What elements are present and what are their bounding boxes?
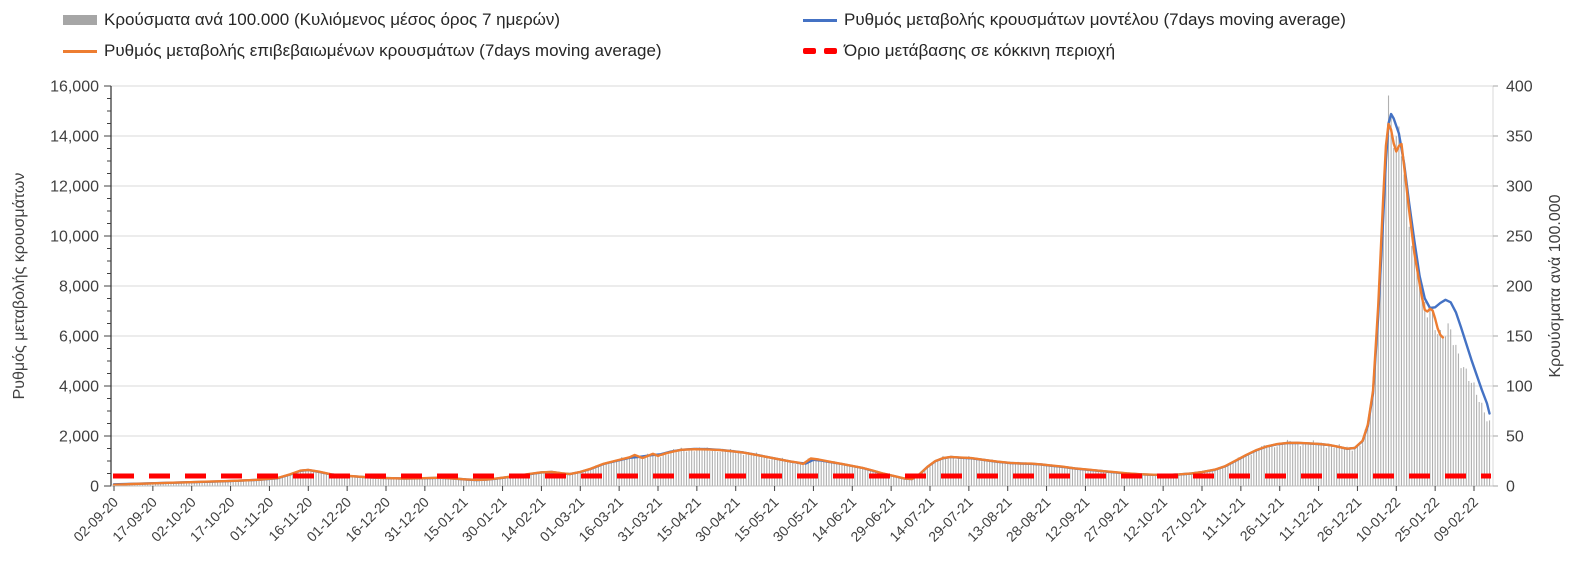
- right-axis-tick-label: 100: [1506, 379, 1533, 396]
- right-axis-tick-label: 150: [1506, 329, 1533, 346]
- left-axis-title: Ρυθμός μεταβολής κρουσμάτων: [11, 173, 28, 400]
- right-axis-tick-label: 250: [1506, 229, 1533, 246]
- right-axis-title: Κρουύσματα ανά 100.000: [1547, 194, 1564, 377]
- gridlines: [111, 85, 1494, 487]
- left-axis-tick-label: 12,000: [50, 179, 99, 196]
- left-axis-tick-label: 2,000: [59, 429, 99, 446]
- legend-item-cases-bars: Κρούσματα ανά 100.000 (Κυλιόμενος μέσος …: [63, 8, 560, 32]
- left-axis-tick-label: 16,000: [50, 79, 99, 96]
- legend-label: Ρυθμός μεταβολής επιβεβαιωμένων κρουσμάτ…: [104, 41, 662, 60]
- gray-bar-swatch-icon: [63, 15, 97, 25]
- blue-line-swatch-icon: [803, 18, 837, 22]
- legend-label: Όριο μετάβασης σε κόκκινη περιοχή: [844, 41, 1116, 60]
- legend-item-red-threshold: Όριο μετάβασης σε κόκκινη περιοχή: [803, 39, 1115, 63]
- left-axis-tick-label: 10,000: [50, 229, 99, 246]
- left-axis-tick-label: 8,000: [59, 279, 99, 296]
- model-line-path: [112, 112, 1491, 486]
- line-series: [112, 112, 1491, 486]
- legend-label: Κρούσματα ανά 100.000 (Κυλιόμενος μέσος …: [104, 10, 561, 29]
- chart-legend: Κρούσματα ανά 100.000 (Κυλιόμενος μέσος …: [0, 4, 1578, 66]
- legend-item-model-line: Ρυθμός μεταβολής κρουσμάτων μοντέλου (7d…: [803, 8, 1346, 32]
- cases-bars-series: [113, 95, 1491, 486]
- right-axis-tick-label: 50: [1506, 429, 1524, 446]
- right-axis-tick-label: 200: [1506, 279, 1533, 296]
- confirmed-line-path: [112, 122, 1445, 486]
- right-axis-tick-label: 300: [1506, 179, 1533, 196]
- right-axis-tick-label: 400: [1506, 79, 1533, 96]
- orange-line-swatch-icon: [63, 49, 97, 53]
- legend-item-confirmed-line: Ρυθμός μεταβολής επιβεβαιωμένων κρουσμάτ…: [63, 39, 662, 63]
- left-axis-tick-label: 6,000: [59, 329, 99, 346]
- legend-label: Ρυθμός μεταβολής κρουσμάτων μοντέλου (7d…: [844, 10, 1346, 29]
- right-axis-tick-label: 0: [1506, 479, 1515, 496]
- left-axis-tick-label: 14,000: [50, 129, 99, 146]
- left-axis-tick-label: 4,000: [59, 379, 99, 396]
- red-dash-swatch-icon: [803, 48, 837, 54]
- right-axis-tick-label: 350: [1506, 129, 1533, 146]
- left-axis-tick-label: 0: [90, 479, 99, 496]
